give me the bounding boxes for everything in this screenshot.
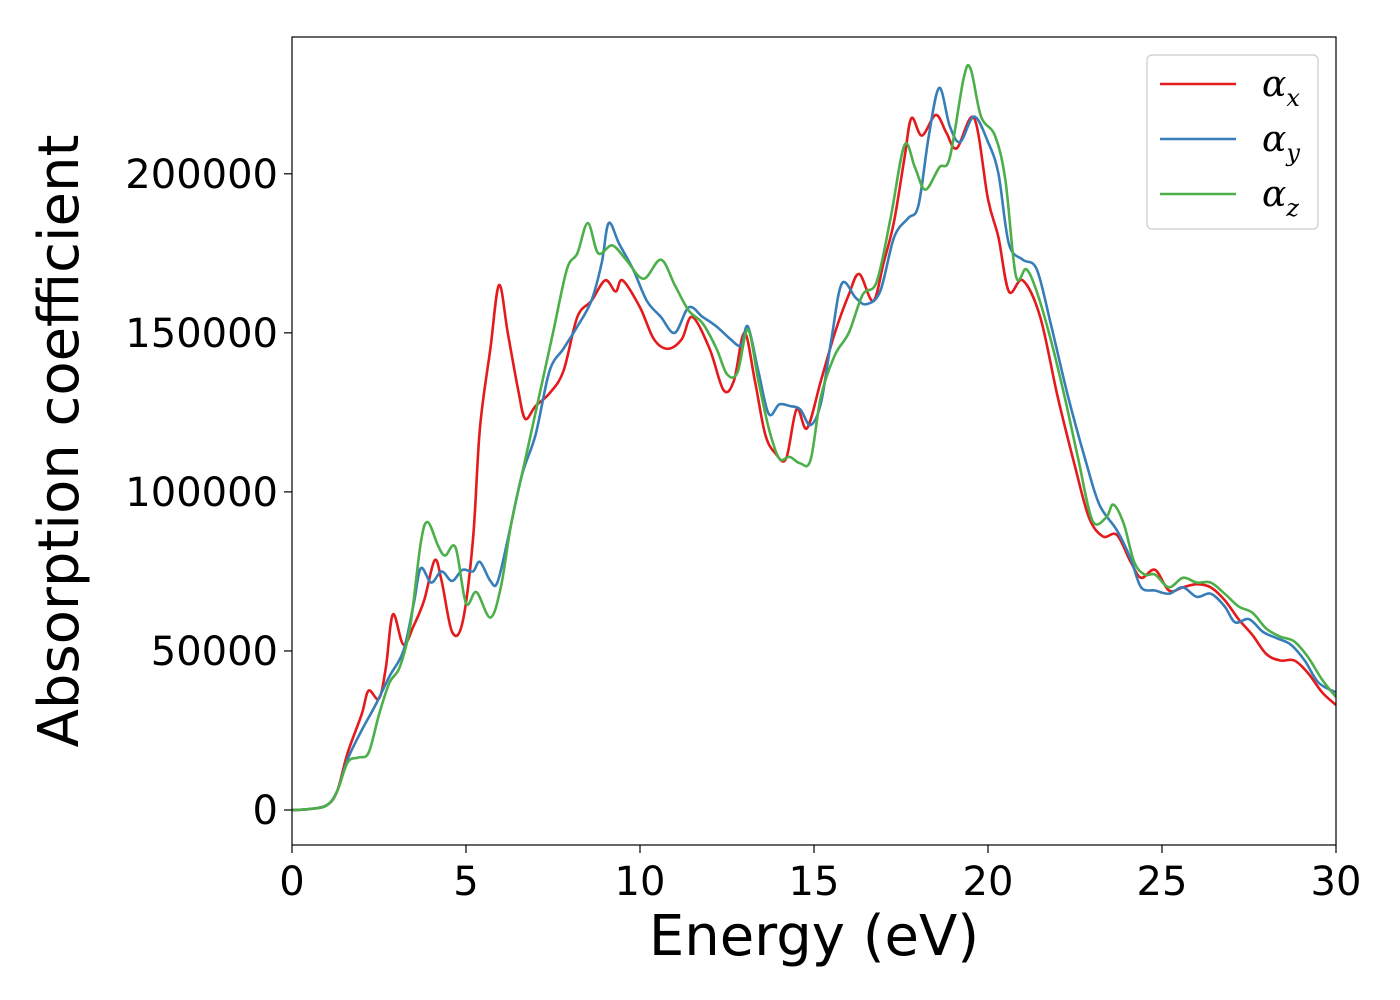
y-tick-label: 0 bbox=[253, 788, 278, 834]
legend-label-y: αy bbox=[1262, 119, 1300, 167]
series-lines bbox=[292, 63, 1336, 812]
y-tick-label: 200000 bbox=[125, 152, 278, 198]
legend: αx αy αz bbox=[1146, 54, 1319, 230]
legend-label-z: αz bbox=[1262, 174, 1299, 222]
x-tick-label: 30 bbox=[1311, 859, 1362, 905]
y-axis-ticks: 0 50000 100000 150000 200000 bbox=[125, 152, 292, 834]
x-tick-label: 0 bbox=[279, 859, 304, 905]
legend-label-x: αx bbox=[1262, 64, 1300, 112]
x-tick-label: 5 bbox=[453, 859, 478, 905]
series-line-y bbox=[292, 86, 1336, 812]
y-tick-label: 150000 bbox=[125, 311, 278, 357]
y-tick-label: 50000 bbox=[151, 629, 278, 675]
x-axis-ticks: 0 5 10 15 20 25 30 bbox=[279, 845, 1361, 905]
y-axis-title: Absorption coefficient bbox=[27, 135, 92, 748]
series-line-z bbox=[292, 63, 1336, 812]
x-axis-title: Energy (eV) bbox=[649, 904, 979, 969]
x-tick-label: 10 bbox=[615, 859, 666, 905]
legend-box bbox=[1146, 54, 1319, 230]
x-tick-label: 15 bbox=[789, 859, 840, 905]
y-tick-label: 100000 bbox=[125, 470, 278, 516]
x-tick-label: 25 bbox=[1137, 859, 1188, 905]
x-tick-label: 20 bbox=[963, 859, 1014, 905]
